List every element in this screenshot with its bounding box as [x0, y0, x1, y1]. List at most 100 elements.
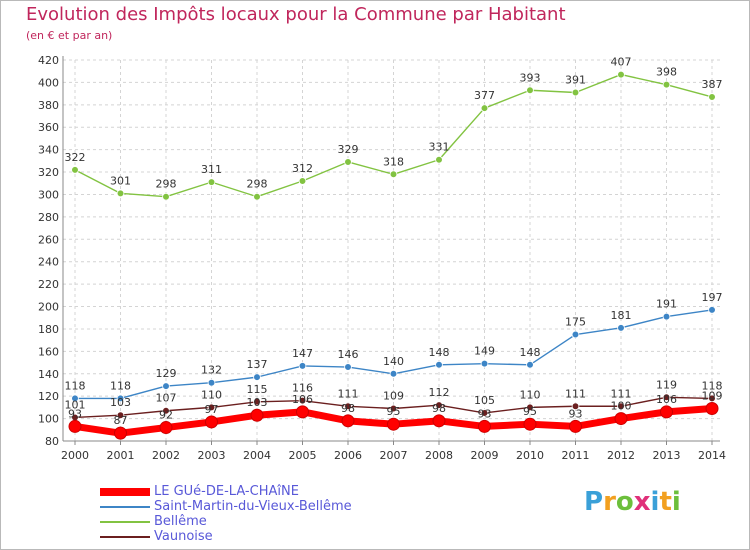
- data-point: [205, 415, 218, 429]
- data-point: [432, 414, 446, 428]
- data-point: [296, 405, 309, 419]
- data-label: 100: [611, 400, 632, 413]
- legend-item: Bellême: [100, 514, 352, 529]
- data-label: 298: [156, 178, 177, 191]
- y-tick-label: 360: [38, 121, 59, 134]
- data-point: [571, 330, 580, 339]
- data-label: 118: [110, 379, 131, 392]
- data-point: [344, 363, 352, 371]
- y-tick-label: 140: [38, 368, 59, 381]
- data-label: 105: [474, 394, 495, 407]
- data-point: [617, 324, 625, 332]
- chart-title: Evolution des Impôts locaux pour la Comm…: [26, 4, 566, 25]
- logo-letter: i: [671, 487, 681, 517]
- logo-letter: t: [659, 487, 672, 517]
- data-label: 132: [201, 364, 222, 377]
- data-label: 407: [611, 56, 632, 69]
- data-point: [526, 360, 534, 369]
- data-label: 140: [383, 355, 404, 368]
- data-point: [68, 419, 82, 433]
- x-tick-label: 2014: [698, 449, 726, 462]
- x-tick-label: 2003: [198, 449, 226, 462]
- data-label: 129: [156, 367, 177, 380]
- logo-letter: r: [603, 487, 616, 517]
- data-point: [207, 178, 216, 186]
- data-label: 181: [611, 309, 632, 322]
- data-point: [662, 393, 671, 402]
- data-point: [162, 192, 170, 201]
- data-label: 106: [656, 393, 677, 406]
- data-label: 110: [520, 388, 541, 401]
- data-label: 301: [110, 174, 131, 187]
- data-point: [207, 378, 216, 387]
- data-point: [435, 401, 443, 409]
- data-point: [71, 394, 79, 403]
- y-tick-label: 280: [38, 211, 59, 224]
- data-point: [387, 417, 400, 431]
- data-point: [480, 359, 489, 368]
- data-point: [253, 373, 261, 381]
- data-point: [523, 417, 537, 431]
- data-label: 111: [611, 387, 632, 400]
- legend-label: Saint-Martin-du-Vieux-Bellême: [154, 499, 352, 514]
- data-label: 137: [247, 358, 268, 371]
- legend-label: LE GUé-DE-LA-CHAîNE: [154, 484, 299, 499]
- x-tick-label: 2002: [152, 449, 180, 462]
- legend-swatch: [100, 505, 150, 508]
- x-tick-label: 2007: [380, 449, 408, 462]
- data-point: [162, 382, 170, 390]
- y-tick-label: 400: [38, 76, 59, 89]
- data-label: 146: [338, 348, 359, 361]
- data-point: [617, 70, 625, 79]
- data-label: 93: [68, 407, 82, 420]
- data-label: 111: [565, 387, 586, 400]
- x-tick-label: 2012: [607, 449, 635, 462]
- data-label: 103: [247, 396, 268, 409]
- data-point: [480, 104, 489, 112]
- x-tick-label: 2005: [289, 449, 317, 462]
- data-point: [389, 369, 398, 378]
- data-label: 106: [292, 393, 313, 406]
- y-tick-label: 320: [38, 166, 59, 179]
- legend-swatch: [100, 520, 150, 523]
- y-tick-label: 300: [38, 188, 59, 201]
- data-label: 119: [656, 378, 677, 391]
- chart-legend: LE GUé-DE-LA-CHAîNE Saint-Martin-du-Vieux…: [100, 484, 352, 544]
- y-tick-label: 160: [38, 345, 59, 358]
- data-label: 147: [292, 347, 313, 360]
- data-point: [617, 402, 625, 411]
- data-label: 116: [292, 382, 313, 395]
- data-label: 109: [383, 390, 404, 403]
- logo-letter: x: [633, 487, 651, 517]
- data-label: 311: [201, 163, 222, 176]
- data-point: [298, 362, 307, 370]
- legend-swatch: [100, 535, 150, 538]
- data-label: 95: [387, 405, 401, 418]
- data-label: 148: [520, 346, 541, 359]
- y-tick-label: 420: [38, 54, 59, 67]
- legend-label: Bellême: [154, 514, 207, 529]
- x-tick-label: 2001: [107, 449, 135, 462]
- data-label: 111: [338, 387, 359, 400]
- data-point: [116, 189, 125, 198]
- data-label: 103: [110, 396, 131, 409]
- data-point: [435, 155, 443, 164]
- logo-letter: i: [650, 487, 660, 517]
- data-point: [571, 402, 580, 411]
- data-label: 191: [656, 298, 677, 311]
- data-label: 95: [523, 405, 537, 418]
- data-label: 197: [702, 291, 723, 304]
- legend-label: Vaunoise: [154, 529, 213, 544]
- data-point: [435, 360, 443, 369]
- y-tick-label: 220: [38, 278, 59, 291]
- data-point: [705, 402, 719, 416]
- data-point: [253, 397, 261, 406]
- y-tick-label: 200: [38, 301, 59, 314]
- legend-item: LE GUé-DE-LA-CHAîNE: [100, 484, 352, 499]
- data-point: [207, 403, 216, 412]
- data-label: 329: [338, 143, 359, 156]
- data-label: 98: [341, 402, 355, 415]
- data-point: [71, 166, 79, 174]
- y-tick-label: 380: [38, 99, 59, 112]
